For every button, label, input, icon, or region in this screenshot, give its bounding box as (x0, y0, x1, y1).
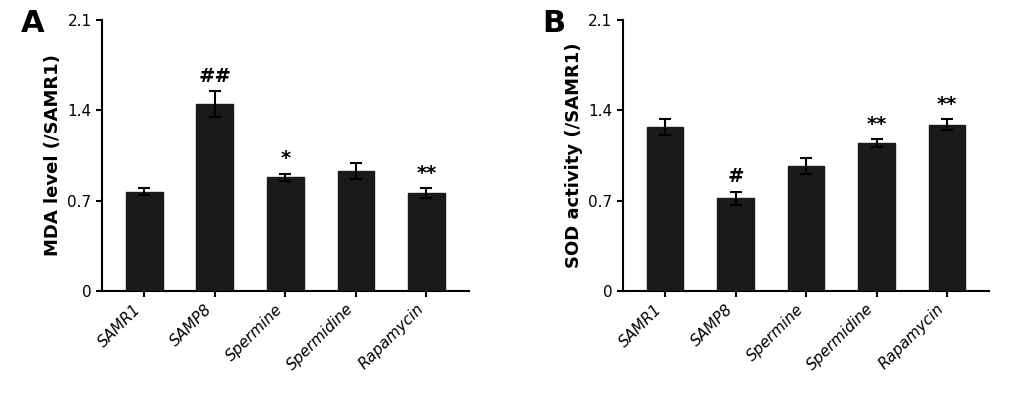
Text: ##: ## (198, 67, 231, 86)
Text: **: ** (416, 164, 436, 183)
Bar (857, 143, 894, 291)
Text: **: ** (936, 95, 956, 114)
Bar (408, 193, 444, 291)
Text: B: B (541, 9, 565, 38)
Text: **: ** (865, 115, 886, 134)
Bar (197, 104, 233, 291)
Text: #: # (727, 168, 743, 187)
Bar (716, 198, 753, 291)
Bar (787, 166, 823, 291)
Bar (646, 127, 683, 291)
Bar (126, 191, 162, 291)
Text: *: * (280, 149, 290, 168)
Bar (337, 171, 374, 291)
Y-axis label: MDA level (/SAMR1): MDA level (/SAMR1) (44, 55, 62, 257)
Bar (267, 177, 304, 291)
Text: A: A (21, 9, 45, 38)
Bar (928, 124, 964, 291)
Y-axis label: SOD activity (/SAMR1): SOD activity (/SAMR1) (565, 43, 582, 268)
